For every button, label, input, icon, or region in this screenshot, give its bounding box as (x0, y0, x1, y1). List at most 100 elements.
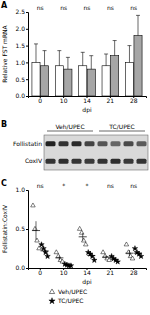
bar (134, 36, 142, 96)
point (56, 254, 61, 258)
y-tick-label: 1.0 (15, 59, 25, 66)
x-tick-label: 21 (107, 97, 115, 104)
x-tick-label: 0 (38, 269, 42, 276)
error-bar (114, 258, 115, 261)
y-tick-mark (26, 12, 28, 13)
band (124, 141, 134, 146)
error-bar (136, 15, 140, 35)
point (81, 238, 86, 242)
y-tick-mark (26, 46, 28, 47)
y-axis-title: Follistatin:CoxIV (1, 204, 8, 253)
blot-image (44, 135, 148, 170)
point (92, 257, 97, 262)
x-tick: 10 (60, 96, 68, 104)
point (101, 250, 106, 254)
annotation: ns (37, 4, 44, 11)
annotation: * (62, 182, 65, 189)
error-bar (35, 221, 36, 240)
y-tick: 0.0 (15, 92, 28, 99)
x-tick: 14 (83, 268, 91, 276)
x-tick: 0 (38, 96, 42, 104)
error-bar (66, 57, 70, 69)
y-tick-label: 2.5 (15, 8, 25, 15)
error-bar (127, 46, 131, 63)
error-bar (81, 52, 85, 65)
plot-area (32, 15, 142, 96)
x-tick-label: 10 (60, 97, 68, 104)
error-bar (82, 233, 83, 241)
group-bracket (99, 131, 145, 132)
error-bar (113, 41, 117, 56)
y-tick-label: 0.0 (15, 92, 25, 99)
panel-bar: A0.00.51.01.52.02.5010142128dpiRelative … (1, 1, 147, 114)
y-tick-label: 2.0 (15, 25, 25, 32)
annotation: ns (60, 4, 67, 11)
band (98, 159, 108, 164)
error-bar (44, 249, 45, 254)
annotation: ns (84, 4, 91, 11)
group-label: Veh/UPEC (55, 123, 84, 130)
error-bar (34, 44, 38, 62)
x-tick-label: 14 (83, 97, 91, 104)
error-cap (57, 50, 61, 51)
band (111, 159, 121, 164)
x-axis: 010142128 (29, 268, 147, 276)
panel-label: B (1, 120, 7, 129)
y-tick: 1.0 (15, 186, 28, 193)
point (79, 230, 84, 234)
group-bracket (47, 131, 93, 132)
y-tick-label: 1.0 (15, 186, 25, 193)
annotation: ns (107, 182, 114, 189)
error-bar (106, 256, 107, 259)
error-line (59, 51, 60, 66)
panel-label: A (1, 1, 8, 10)
y-tick-label: 1.5 (15, 42, 25, 49)
error-line (35, 44, 36, 62)
error-bar (104, 54, 108, 66)
error-bar (57, 51, 61, 66)
point (35, 238, 40, 242)
band (72, 159, 82, 164)
plot-area (31, 203, 144, 268)
y-axis-line (26, 13, 29, 97)
point (77, 226, 82, 230)
panel-label: C (1, 179, 7, 188)
y-tick: 2.5 (15, 8, 28, 15)
error-bar (43, 51, 47, 66)
error-line (91, 56, 92, 69)
row-label: Follistatin (13, 140, 42, 147)
bar (32, 62, 40, 96)
legend-label: TC/UPEC (57, 297, 84, 304)
x-tick-label: 14 (83, 269, 91, 276)
y-tick-label: 0.5 (15, 225, 25, 232)
error-line (44, 51, 45, 66)
error-bar (89, 56, 93, 69)
band (111, 141, 121, 146)
error-cap (43, 50, 47, 51)
error-cap (113, 40, 117, 41)
y-axis: 0.00.51.01.52.02.5 (15, 8, 28, 99)
annotation: ns (37, 182, 44, 189)
x-tick: 21 (107, 96, 115, 104)
point (33, 226, 38, 230)
band (72, 141, 82, 146)
error-cap (127, 45, 131, 46)
x-axis: 010142128 (29, 96, 147, 104)
legend-label: Veh/UPEC (58, 288, 87, 295)
mean-line (64, 264, 72, 265)
x-tick-label: 21 (107, 269, 115, 276)
bar (102, 66, 110, 96)
y-tick-mark (26, 190, 28, 191)
error-line (82, 52, 83, 65)
y-tick: 2.0 (15, 25, 28, 32)
x-tick: 0 (38, 268, 42, 276)
point (124, 242, 129, 246)
error-bar (59, 256, 60, 261)
error-bar (138, 252, 139, 255)
point (31, 203, 36, 207)
legend-marker (49, 289, 54, 294)
bar (125, 62, 133, 96)
y-tick-mark (26, 96, 28, 97)
y-tick-mark (26, 62, 28, 63)
point (130, 256, 135, 260)
